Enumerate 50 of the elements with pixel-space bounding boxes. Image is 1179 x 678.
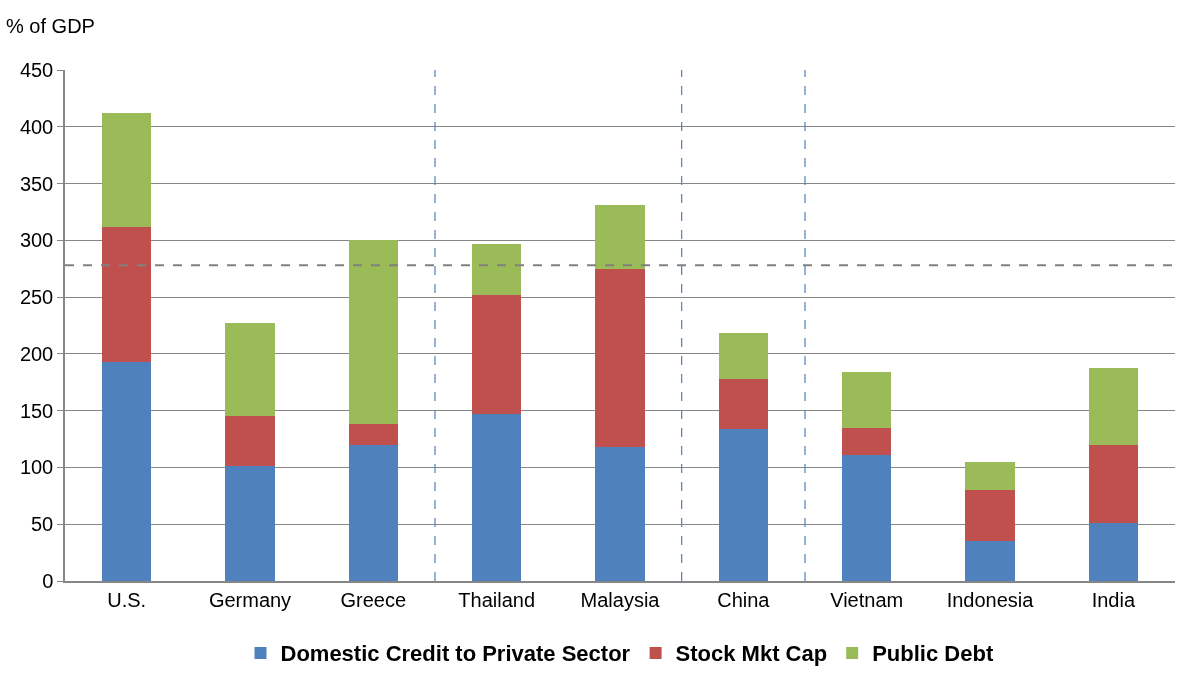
bar [595,447,645,581]
bar [348,240,398,425]
bar [348,444,398,581]
bar [225,416,275,467]
bar [348,424,398,445]
bar [965,541,1015,581]
bar [718,428,768,581]
y-tick-label: 100 [19,456,54,479]
y-axis-title: % of GDP [6,15,95,37]
legend-label: Stock Mkt Cap [675,641,828,667]
bar [102,361,152,581]
bar [718,333,768,379]
y-tick-label: 250 [19,286,54,309]
bar [965,490,1015,542]
x-tick-label: Thailand [458,588,536,611]
x-tick-label: Indonesia [946,588,1035,611]
bar [472,414,522,581]
legend-label: Public Debt [872,641,994,667]
x-tick-label: China [717,588,771,611]
legend-label: Domestic Credit to Private Sector [280,641,631,667]
bar [718,378,768,429]
bar [842,454,892,581]
bar [102,113,152,227]
bar [1088,367,1138,445]
bar [842,427,892,455]
y-tick-label: 300 [19,229,54,252]
bar [472,294,522,415]
bar [1088,523,1138,581]
bar [842,372,892,428]
bar [472,243,522,295]
bar [595,268,645,447]
x-tick-label: India [1091,588,1136,611]
x-tick-label: Malaysia [580,588,661,611]
y-tick-label: 200 [19,342,54,365]
y-tick-label: 400 [19,115,54,138]
x-tick-label: Greece [340,588,407,611]
y-tick-label: 450 [19,59,54,81]
bar [102,226,152,362]
x-tick-label: U.S. [107,588,147,611]
bar [965,461,1015,491]
x-tick-label: Germany [208,588,292,611]
bar [1088,444,1138,524]
y-tick-label: 150 [19,399,54,422]
y-tick-label: 50 [31,513,54,536]
x-tick-label: Vietnam [830,588,904,611]
y-tick-label: 0 [42,570,54,592]
bar [595,205,645,269]
bar [225,466,275,581]
y-tick-label: 350 [19,172,54,195]
bar [225,323,275,417]
